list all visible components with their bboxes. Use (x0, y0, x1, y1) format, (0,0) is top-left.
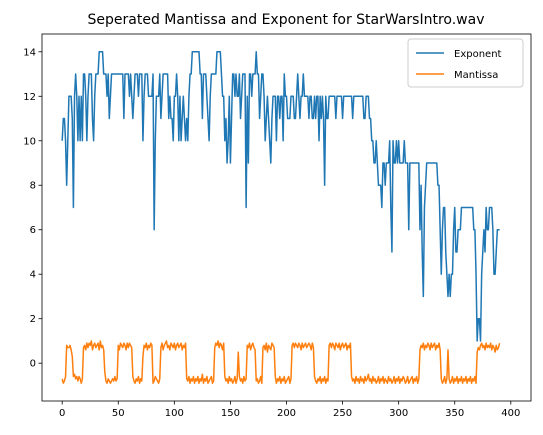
x-tick-label: 350 (445, 408, 464, 419)
y-tick-label: 12 (23, 92, 36, 103)
y-tick-label: 8 (30, 181, 36, 192)
series-layer (61, 51, 501, 384)
y-tick-label: 4 (30, 270, 36, 281)
series-line-exponent (61, 51, 500, 342)
legend-box (407, 38, 524, 88)
chart-title: Seperated Mantissa and Exponent for Star… (88, 12, 485, 28)
x-tick-label: 50 (112, 408, 125, 419)
x-tick-label: 0 (59, 408, 65, 419)
series-line-mantissa (61, 340, 501, 384)
axes-layer: 0 50 100 150 200 250 300 350 400 0 2 4 6 8 10 12 14 (23, 33, 532, 419)
x-tick-label: 150 (221, 408, 240, 419)
y-tick-label: 2 (30, 314, 36, 325)
x-tick-label: 400 (501, 408, 520, 419)
y-tick-label: 0 (30, 359, 36, 370)
x-tick-label: 100 (165, 408, 184, 419)
legend-label-mantissa: Mantissa (454, 70, 498, 81)
y-tick-label: 6 (30, 225, 36, 236)
x-tick-label: 200 (277, 408, 296, 419)
x-tick-label: 250 (333, 408, 352, 419)
legend-label-exponent: Exponent (454, 49, 502, 60)
y-tick-label: 14 (23, 47, 36, 58)
x-tick-label: 300 (389, 408, 408, 419)
y-tick-label: 10 (23, 136, 36, 147)
chart-legend: Exponent Mantissa (407, 38, 524, 88)
